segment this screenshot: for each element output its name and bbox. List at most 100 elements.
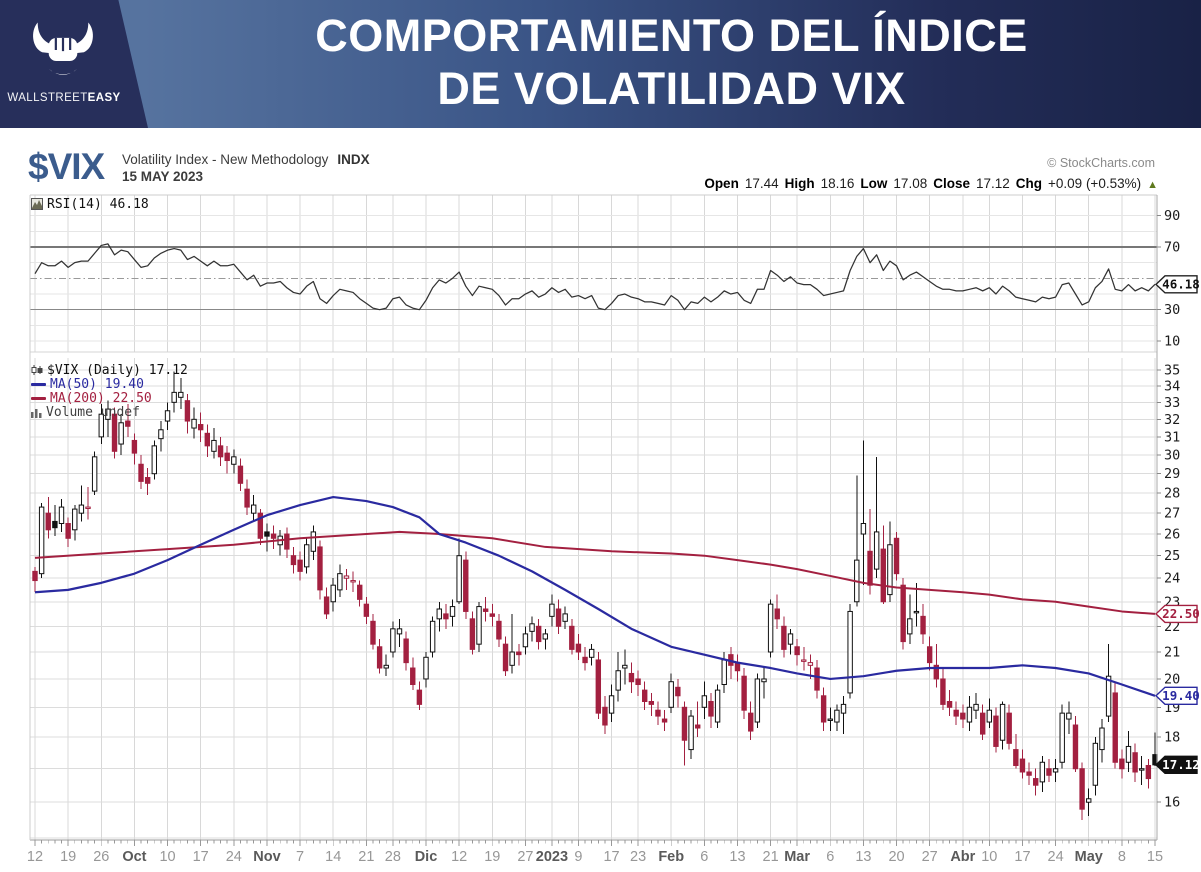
page-title-line1: COMPORTAMIENTO DEL ÍNDICE [315, 10, 1028, 61]
svg-text:19: 19 [60, 849, 76, 865]
svg-text:12: 12 [451, 849, 467, 865]
svg-text:Dic: Dic [415, 849, 438, 865]
svg-text:28: 28 [1164, 486, 1180, 502]
svg-text:46.18: 46.18 [1162, 277, 1200, 292]
page-title-line2: DE VOLATILIDAD VIX [437, 63, 906, 114]
svg-text:6: 6 [826, 849, 834, 865]
symbol-name: Volatility Index - New Methodology INDX [122, 152, 370, 167]
copyright-attribution: © StockCharts.com [1047, 156, 1155, 170]
svg-text:6: 6 [700, 849, 708, 865]
svg-text:30: 30 [1164, 302, 1180, 318]
up-triangle-icon: ▲ [1147, 179, 1158, 191]
low-label: Low [860, 176, 888, 191]
svg-text:21: 21 [763, 849, 779, 865]
svg-text:8: 8 [1118, 849, 1126, 865]
bull-icon [33, 22, 93, 75]
svg-text:10: 10 [1164, 334, 1180, 350]
chg-label: Chg [1015, 176, 1043, 191]
volume-legend: Volume undef [31, 404, 188, 420]
volume-legend-label: Volume undef [46, 404, 140, 420]
svg-text:23: 23 [630, 849, 646, 865]
svg-text:26: 26 [1164, 527, 1180, 543]
svg-text:19.40: 19.40 [1162, 688, 1200, 703]
svg-text:9: 9 [574, 849, 582, 865]
svg-text:24: 24 [1164, 571, 1180, 587]
ma50-line-icon [31, 382, 46, 386]
svg-text:27: 27 [922, 849, 938, 865]
ma200-line-icon [31, 396, 46, 400]
rsi-legend: RSI(14) 46.18 [31, 196, 149, 212]
svg-text:12: 12 [27, 849, 43, 865]
indicator-icon [31, 198, 43, 210]
svg-text:26: 26 [93, 849, 109, 865]
rsi-legend-label: RSI(14) 46.18 [47, 196, 149, 212]
svg-text:16: 16 [1164, 795, 1180, 811]
chg-value: +0.09 (+0.53%) [1048, 176, 1142, 191]
svg-text:31: 31 [1164, 429, 1180, 445]
svg-text:27: 27 [517, 849, 533, 865]
svg-text:10: 10 [981, 849, 997, 865]
svg-text:13: 13 [855, 849, 871, 865]
ma50-legend-label: MA(50) 19.40 [50, 376, 144, 392]
svg-text:35: 35 [1164, 362, 1180, 378]
ma200-legend-label: MA(200) 22.50 [50, 390, 152, 406]
wordmark-bold: EASY [87, 92, 121, 104]
svg-text:29: 29 [1164, 466, 1180, 482]
svg-text:20: 20 [888, 849, 904, 865]
svg-text:17: 17 [1014, 849, 1030, 865]
low-value: 17.08 [893, 176, 928, 191]
svg-text:Abr: Abr [950, 849, 975, 865]
svg-text:90: 90 [1164, 208, 1180, 224]
svg-text:Mar: Mar [784, 849, 810, 865]
open-label: Open [704, 176, 739, 191]
close-label: Close [933, 176, 970, 191]
svg-text:21: 21 [1164, 645, 1180, 661]
svg-text:17: 17 [193, 849, 209, 865]
svg-text:May: May [1075, 849, 1103, 865]
svg-text:13: 13 [729, 849, 745, 865]
svg-text:Feb: Feb [658, 849, 684, 865]
svg-text:32: 32 [1164, 412, 1180, 428]
volume-bars-icon [31, 408, 42, 418]
open-value: 17.44 [744, 176, 779, 191]
wordmark-regular: WALLSTREET [7, 92, 88, 104]
svg-text:21: 21 [358, 849, 374, 865]
svg-text:17.12: 17.12 [1162, 757, 1200, 772]
svg-text:30: 30 [1164, 447, 1180, 463]
candlestick-icon [31, 365, 43, 375]
svg-text:27: 27 [1164, 506, 1180, 522]
ma200-legend: MA(200) 22.50 [31, 390, 188, 406]
svg-text:28: 28 [385, 849, 401, 865]
svg-text:33: 33 [1164, 395, 1180, 411]
svg-text:34: 34 [1164, 378, 1180, 394]
svg-text:17: 17 [603, 849, 619, 865]
chart-date: 15 MAY 2023 [122, 169, 204, 184]
symbol-ticker: $VIX [28, 146, 105, 187]
svg-text:24: 24 [226, 849, 242, 865]
close-value: 17.12 [975, 176, 1010, 191]
price-legend-label: $VIX (Daily) 17.12 [47, 362, 188, 378]
svg-text:7: 7 [296, 849, 304, 865]
svg-text:25: 25 [1164, 548, 1180, 564]
svg-text:18: 18 [1164, 730, 1180, 746]
svg-text:20: 20 [1164, 671, 1180, 687]
svg-text:Nov: Nov [253, 849, 280, 865]
page-title: COMPORTAMIENTO DEL ÍNDICE DE VOLATILIDAD… [150, 9, 1193, 115]
symbol-exchange: INDX [337, 152, 370, 167]
svg-text:22.50: 22.50 [1162, 606, 1200, 621]
high-value: 18.16 [820, 176, 855, 191]
svg-text:15: 15 [1147, 849, 1163, 865]
svg-text:14: 14 [325, 849, 341, 865]
svg-text:24: 24 [1048, 849, 1064, 865]
wordmark: WALLSTREETEASY [0, 92, 128, 104]
high-label: High [784, 176, 815, 191]
price-legend-symbol: $VIX (Daily) 17.12 [31, 362, 188, 378]
svg-text:Oct: Oct [122, 849, 146, 865]
ohlc-readout: Open 17.44 High 18.16 Low 17.08 Close 17… [704, 176, 1158, 191]
svg-text:10: 10 [159, 849, 175, 865]
svg-text:70: 70 [1164, 240, 1180, 256]
ma50-legend: MA(50) 19.40 [31, 376, 188, 392]
symbol-description: Volatility Index - New Methodology [122, 152, 329, 167]
